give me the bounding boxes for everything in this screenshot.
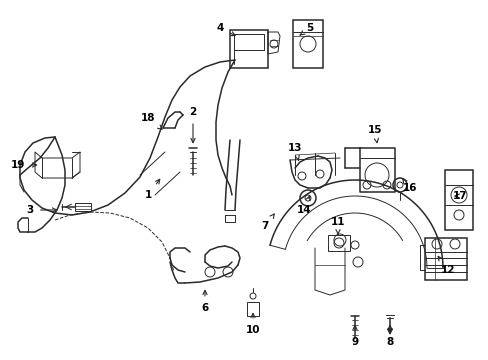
Text: 15: 15 xyxy=(367,125,382,143)
Text: 14: 14 xyxy=(296,196,311,215)
Text: 4: 4 xyxy=(216,23,235,36)
Text: 17: 17 xyxy=(452,191,467,201)
Text: 9: 9 xyxy=(351,325,358,347)
Text: 16: 16 xyxy=(402,179,416,193)
Text: 5: 5 xyxy=(300,23,313,35)
Bar xyxy=(246,302,259,316)
Text: 13: 13 xyxy=(287,143,302,160)
Text: 2: 2 xyxy=(189,107,196,143)
Bar xyxy=(444,170,472,230)
Text: 18: 18 xyxy=(141,113,162,129)
Bar xyxy=(327,235,349,251)
Bar xyxy=(292,20,323,68)
Text: 6: 6 xyxy=(201,291,208,313)
Text: 3: 3 xyxy=(26,205,57,215)
Text: 8: 8 xyxy=(386,325,393,347)
Text: 19: 19 xyxy=(11,160,37,170)
Text: 7: 7 xyxy=(261,214,274,231)
Text: 10: 10 xyxy=(245,314,260,335)
Text: 12: 12 xyxy=(437,256,454,275)
Text: 11: 11 xyxy=(330,217,345,234)
Text: 1: 1 xyxy=(144,179,160,200)
Bar xyxy=(229,30,267,68)
Bar xyxy=(424,238,466,280)
Bar xyxy=(75,203,91,211)
